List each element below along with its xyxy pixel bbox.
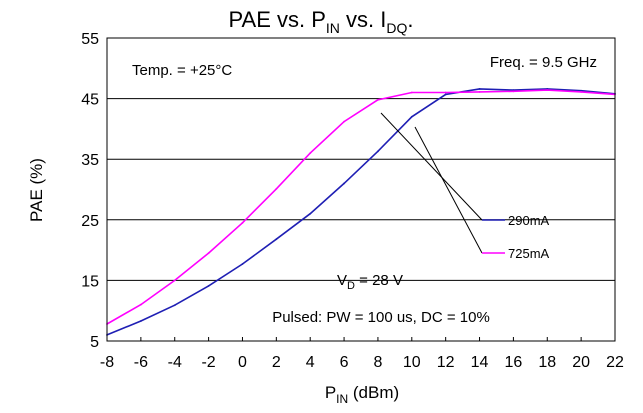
- x-tick-label: 4: [306, 354, 315, 371]
- legend-leader-290: [380, 112, 483, 221]
- legend: 290mA 725mA: [380, 112, 550, 261]
- legend-label-290: 290mA: [508, 213, 550, 228]
- series-layer: [106, 88, 616, 336]
- x-axis-label: PIN (dBm): [325, 383, 399, 406]
- data-point-725mA: [309, 152, 312, 155]
- series-line-725mA: [106, 89, 616, 325]
- data-point-290mA: [309, 212, 312, 215]
- data-point-725mA: [207, 252, 210, 255]
- x-tick-label: 20: [572, 354, 590, 371]
- chart-title: PAE vs. PIN vs. IDQ.: [229, 7, 414, 36]
- data-point-290mA: [241, 263, 244, 265]
- plot-frame: [106, 37, 616, 342]
- x-tick-label: 0: [238, 354, 247, 371]
- data-point-290mA: [275, 238, 278, 241]
- x-tick-label: 2: [272, 354, 281, 371]
- data-point-725mA: [343, 120, 345, 123]
- y-tick-label: 5: [90, 334, 99, 351]
- x-tick-label: -2: [201, 354, 215, 371]
- data-point-290mA: [343, 182, 345, 185]
- legend-label-725: 725mA: [508, 246, 550, 261]
- x-tick-label: -6: [134, 354, 148, 371]
- data-point-725mA: [444, 91, 447, 94]
- data-point-290mA: [173, 304, 176, 307]
- x-tick-label: -8: [100, 354, 114, 371]
- x-tick-label: 8: [373, 354, 382, 371]
- pulsed-annotation: Pulsed: PW = 100 us, DC = 10%: [272, 309, 490, 326]
- data-point-725mA: [139, 303, 142, 306]
- data-point-290mA: [478, 88, 481, 90]
- x-tick-label: 16: [505, 354, 523, 371]
- x-tick-label: 12: [437, 354, 455, 371]
- data-point-725mA: [580, 91, 583, 93]
- x-tick-label: 18: [538, 354, 556, 371]
- y-axis-label: PAE (%): [27, 158, 46, 222]
- data-point-290mA: [444, 93, 447, 96]
- y-tick-label: 15: [81, 273, 99, 290]
- x-tick-label: 10: [403, 354, 421, 371]
- grid-lines: [107, 37, 615, 342]
- data-point-725mA: [377, 98, 379, 101]
- data-point-290mA: [410, 115, 413, 118]
- data-point-725mA: [512, 90, 515, 93]
- data-point-290mA: [207, 284, 210, 287]
- axis-ticks: 5 15 25 35 45 55 -8 -6 -4 -2 0 2 4 6 8 10 12 14 16 18 20 22: [81, 31, 624, 371]
- y-tick-label: 45: [81, 92, 99, 109]
- data-point-725mA: [275, 187, 278, 190]
- x-tick-label: 14: [471, 354, 489, 371]
- data-point-290mA: [139, 320, 142, 322]
- y-tick-label: 55: [81, 31, 99, 48]
- x-tick-label: 6: [340, 354, 349, 371]
- series-line-290mA: [106, 88, 616, 336]
- y-tick-label: 35: [81, 152, 99, 169]
- x-tick-label: 22: [606, 354, 624, 371]
- y-tick-label: 25: [81, 213, 99, 230]
- data-point-725mA: [241, 221, 244, 224]
- data-point-725mA: [478, 91, 481, 93]
- legend-leader-725: [414, 126, 483, 254]
- data-point-725mA: [546, 89, 549, 92]
- x-tick-label: -4: [168, 354, 182, 371]
- data-point-725mA: [410, 91, 413, 94]
- data-point-290mA: [377, 150, 379, 153]
- vd-annotation: VD = 28 V: [337, 272, 403, 292]
- data-point-725mA: [173, 279, 176, 282]
- freq-annotation: Freq. = 9.5 GHz: [490, 54, 597, 71]
- temp-annotation: Temp. = +25°C: [132, 62, 232, 79]
